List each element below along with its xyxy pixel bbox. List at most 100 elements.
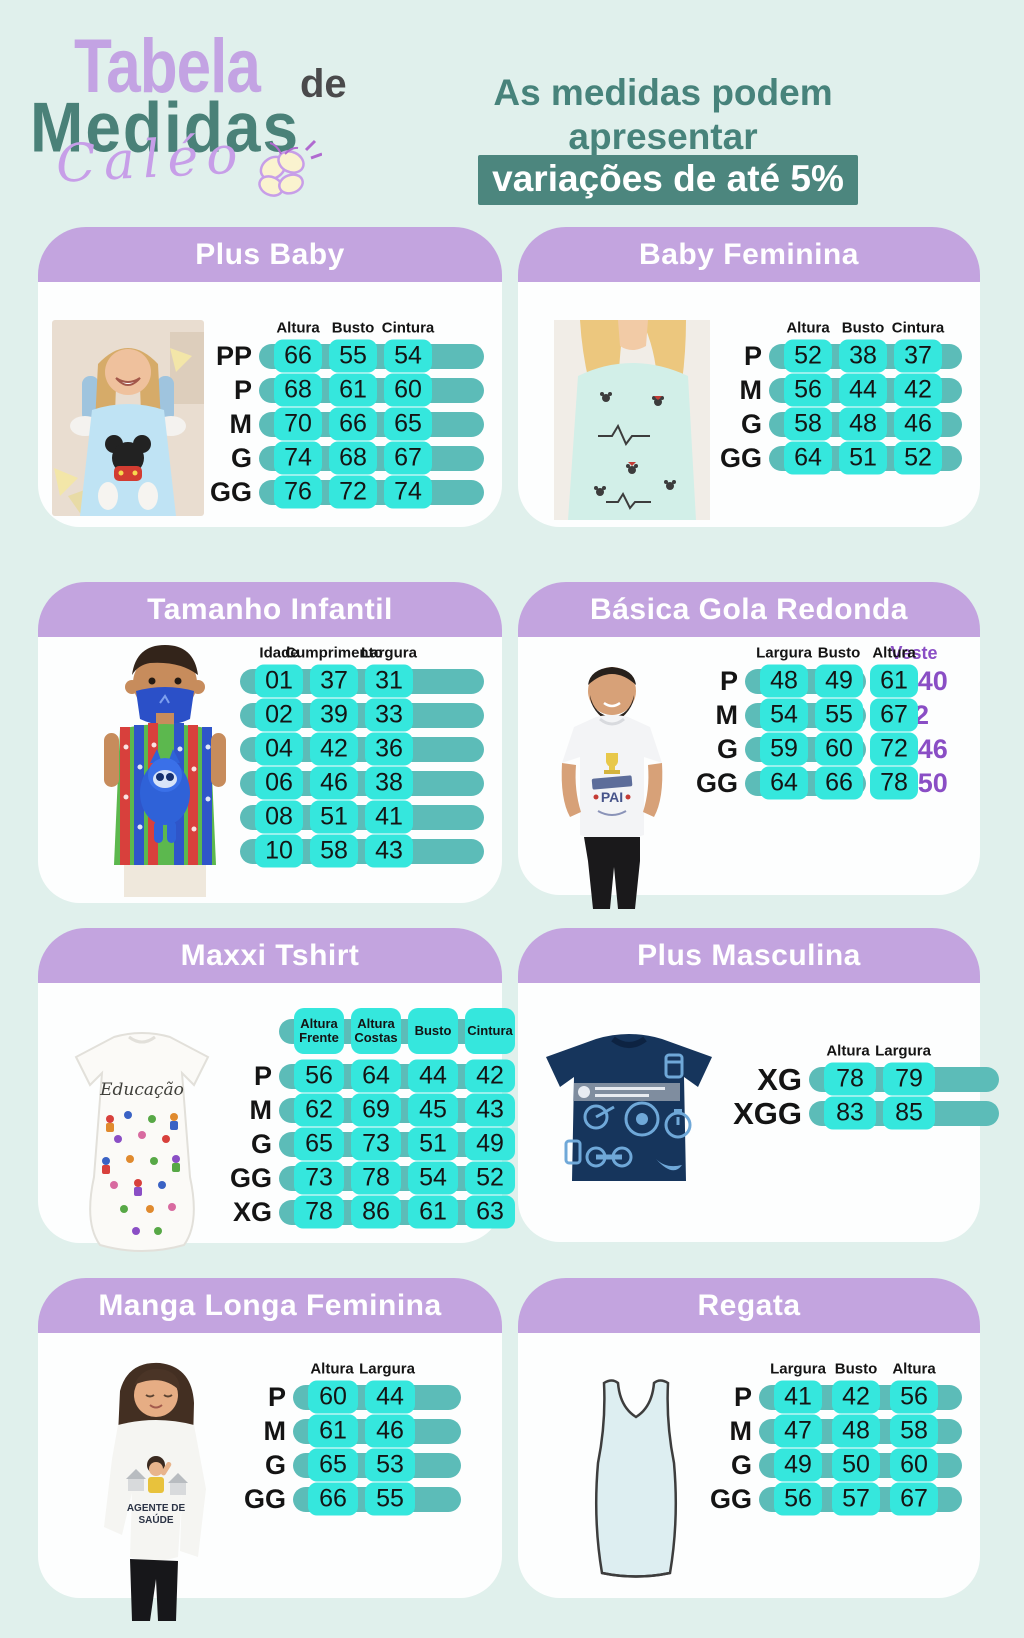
measure-value: 54 (384, 339, 432, 373)
measure-cells: 56 64 44 42 (294, 1059, 515, 1093)
measure-cells: 62 69 45 43 (294, 1093, 515, 1127)
measure-cells: 66 55 54 (274, 339, 432, 373)
card-title-manga-longa-feminina: Manga Longa Feminina (38, 1278, 502, 1333)
measure-pill: 58 48 46 (769, 407, 962, 441)
measure-value: 61 (870, 664, 918, 698)
measure-value: 65 (294, 1127, 344, 1161)
size-row: PP 66 55 54 (208, 339, 484, 373)
header-pill-track: Altura Largura (293, 1357, 461, 1382)
measure-value: 08 (255, 800, 303, 834)
measure-pill: 64 66 78 (745, 766, 918, 800)
column-header: Cumprimento (285, 644, 383, 662)
measure-cells: 04 42 36 (255, 732, 413, 766)
measure-value: 44 (839, 373, 887, 407)
tamanho-infantil-size-table: Idade Cumprimento Largura 01 37 31 02 39 33 04 42 3… (240, 637, 484, 903)
measure-pill: 48 49 61 (745, 664, 918, 698)
logo-word-medidas: Medidas (30, 87, 301, 167)
column-header: Altura (276, 319, 320, 337)
measure-value: 67 (384, 441, 432, 475)
size-row: XG 78 79 (722, 1062, 999, 1096)
header-cells: Altura Largura (308, 1362, 415, 1377)
measure-value: 68 (329, 441, 377, 475)
size-label: P (733, 1381, 752, 1412)
card-body-regata: Largura Busto Altura P 41 42 56 M 47 48 58 G 49 50 60 G… (518, 1333, 980, 1598)
measure-value: 44 (365, 1380, 415, 1414)
measure-value: 58 (310, 834, 358, 868)
measure-value: 66 (274, 339, 322, 373)
measure-value: 78 (351, 1161, 401, 1195)
size-label: P (233, 374, 252, 405)
measure-cells: 54 55 67 (760, 698, 918, 732)
size-label: M (739, 374, 763, 405)
size-row: XG 78 86 61 63 (228, 1195, 515, 1229)
size-row: 01 37 31 (240, 664, 484, 698)
size-label: G (264, 1449, 286, 1480)
measure-cells: 66 55 (308, 1482, 415, 1516)
measure-value: 43 (465, 1093, 515, 1127)
size-row: M 70 66 65 (208, 407, 484, 441)
card-baby-feminina: Baby Feminina Altura Busto Cintura P 52 38 37 M… (518, 227, 980, 527)
measure-value: 64 (351, 1059, 401, 1093)
card-body-maxxi-tshirt: Educação Altura Frente Altura Costas Busto… (38, 983, 515, 1252)
measure-value: 02 (255, 698, 303, 732)
card-title-baby-feminina: Baby Feminina (518, 227, 980, 282)
measure-value: 51 (839, 441, 887, 475)
measure-value: 79 (883, 1062, 935, 1096)
measure-value: 64 (760, 766, 808, 800)
svg-text:AGENTE DE: AGENTE DE (127, 1503, 186, 1514)
butterfly-icon (246, 138, 323, 215)
logo-brand-script: Caléo (54, 125, 247, 195)
size-row: M 47 48 58 (700, 1414, 962, 1448)
measure-value: 49 (465, 1127, 515, 1161)
measure-value: 63 (465, 1195, 515, 1229)
svg-text:PAI: PAI (601, 789, 623, 805)
measure-value: 67 (890, 1482, 938, 1516)
baby-feminina-size-table: Altura Busto Cintura P 52 38 37 M 56 44 42 G 58 48 46 G… (718, 282, 962, 527)
measure-pill: 02 39 33 (240, 698, 484, 732)
measure-pill: 56 57 67 (759, 1482, 962, 1516)
measure-cells: 64 66 78 (760, 766, 918, 800)
card-title-maxxi-tshirt: Maxxi Tshirt (38, 928, 502, 983)
size-label: M (263, 1415, 287, 1446)
measure-value: 58 (784, 407, 832, 441)
measure-pill: 01 37 31 (240, 664, 484, 698)
header-cells: Largura Busto Altura (770, 1362, 938, 1377)
measure-value: 86 (351, 1195, 401, 1229)
size-row: P 60 44 (230, 1380, 484, 1414)
logo-word-tabela: Tabela (74, 25, 261, 110)
measure-value: 62 (294, 1093, 344, 1127)
measure-value: 65 (308, 1448, 358, 1482)
size-row: G 58 48 46 (718, 407, 962, 441)
notice-line1: As medidas podem (493, 72, 833, 113)
header-cells: Altura Largura (824, 1044, 931, 1059)
column-header: Cintura (381, 319, 435, 337)
regata-size-table: Largura Busto Altura P 41 42 56 M 47 48 58 G 49 50 60 G… (700, 1333, 962, 1598)
measure-cells: 59 60 72 (760, 732, 918, 766)
column-header-row: Largura Busto Altura Veste (694, 643, 962, 663)
header-cells: Altura Busto Cintura (784, 321, 944, 336)
card-body-baby-feminina: Altura Busto Cintura P 52 38 37 M 56 44 42 G 58 48 46 G… (518, 282, 980, 527)
measure-value: 48 (832, 1414, 880, 1448)
measure-value: 70 (274, 407, 322, 441)
size-label: G (250, 1128, 272, 1159)
measure-value: 76 (274, 475, 322, 509)
size-row: P 52 38 37 (718, 339, 962, 373)
measure-pill: 54 55 67 (745, 698, 918, 732)
measure-pill: 78 86 61 63 (279, 1195, 515, 1229)
measure-value: 36 (365, 732, 413, 766)
column-header: Altura (872, 644, 916, 662)
measure-value: 01 (255, 664, 303, 698)
measure-value: 51 (310, 800, 358, 834)
measure-cells: 41 42 56 (774, 1380, 938, 1414)
measure-value: 59 (760, 732, 808, 766)
header-pill-track: Largura Busto Altura (759, 1357, 962, 1382)
plus-baby-size-table: Altura Busto Cintura PP 66 55 54 P 68 61 60 M 70 66 65… (208, 282, 484, 527)
measure-value: 60 (308, 1380, 358, 1414)
measure-cells: 08 51 41 (255, 800, 413, 834)
size-row: GG64667848/50 (694, 766, 962, 800)
measure-cells: 52 38 37 (784, 339, 942, 373)
card-title-tamanho-infantil: Tamanho Infantil (38, 582, 502, 637)
size-row: P48496138/40 (694, 664, 962, 698)
measure-value: 68 (274, 373, 322, 407)
size-label: XGG (733, 1095, 802, 1131)
